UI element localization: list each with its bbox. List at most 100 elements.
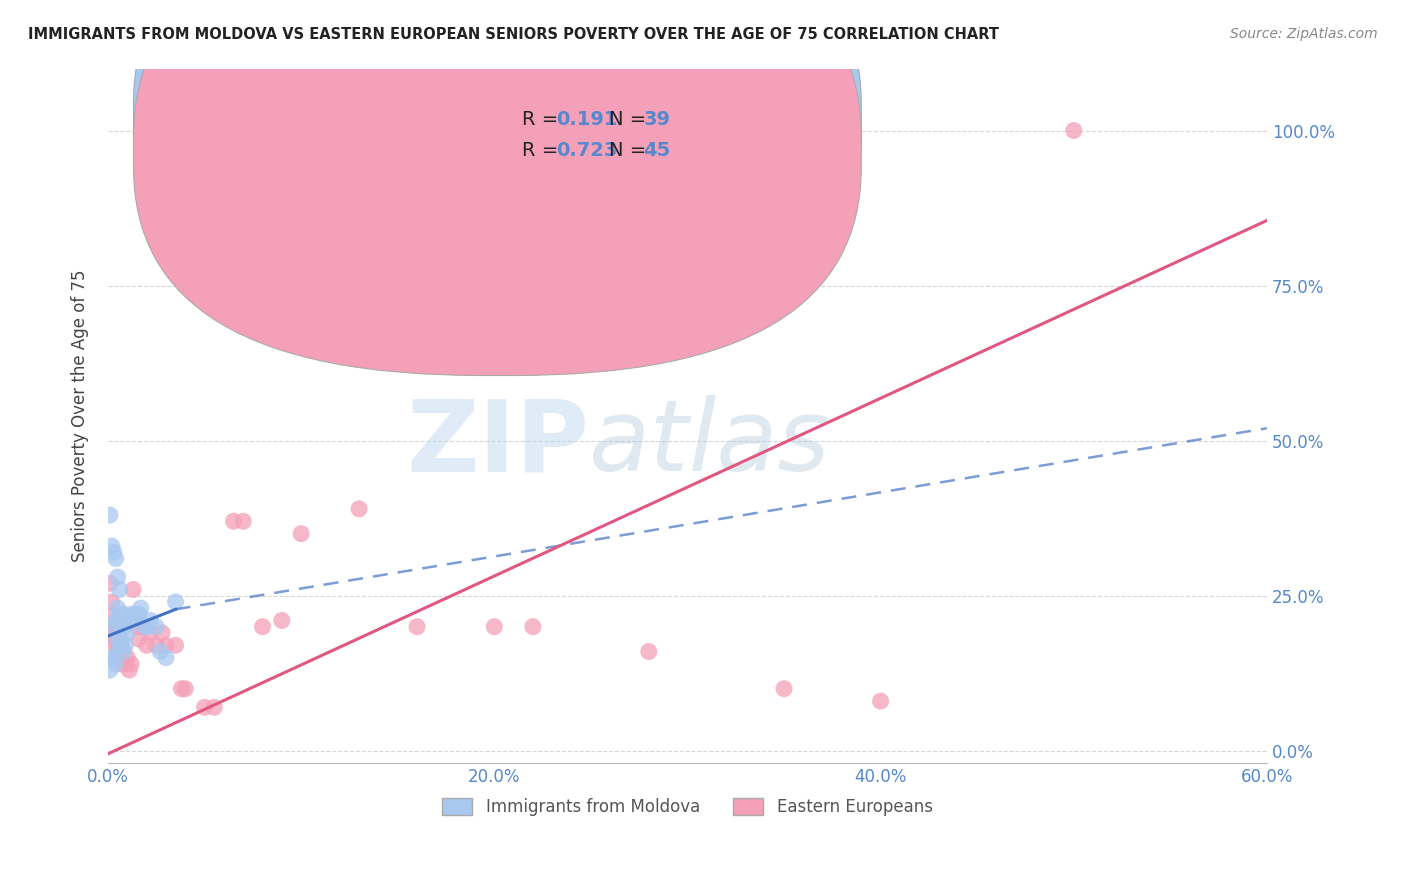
Text: R =: R =: [522, 110, 564, 128]
Point: [347, 501, 370, 516]
Point: [117, 626, 139, 640]
Point: [869, 694, 891, 708]
Point: [125, 607, 148, 622]
Point: [522, 620, 544, 634]
Point: [118, 663, 141, 677]
Point: [107, 644, 129, 658]
Point: [108, 638, 131, 652]
Text: R =: R =: [522, 141, 564, 160]
Text: atlas: atlas: [589, 395, 831, 492]
Point: [101, 595, 124, 609]
Point: [117, 614, 139, 628]
FancyBboxPatch shape: [134, 0, 862, 376]
Point: [104, 638, 127, 652]
Point: [101, 626, 124, 640]
Point: [110, 632, 132, 646]
Point: [145, 620, 167, 634]
Point: [290, 526, 312, 541]
Point: [155, 638, 177, 652]
Point: [110, 607, 132, 622]
Point: [112, 607, 135, 622]
Point: [155, 650, 177, 665]
Point: [108, 632, 131, 646]
Point: [112, 644, 135, 658]
FancyBboxPatch shape: [134, 0, 862, 343]
Point: [103, 632, 125, 646]
Text: 39: 39: [644, 110, 671, 128]
Point: [120, 657, 142, 671]
Point: [120, 607, 142, 622]
Point: [110, 657, 132, 671]
Y-axis label: Seniors Poverty Over the Age of 75: Seniors Poverty Over the Age of 75: [72, 269, 89, 562]
Text: 0.723: 0.723: [557, 141, 617, 160]
Point: [101, 539, 124, 553]
Point: [193, 700, 215, 714]
Point: [149, 644, 172, 658]
Point: [406, 620, 429, 634]
Bar: [471, 82, 807, 169]
Point: [484, 620, 506, 634]
Point: [139, 626, 162, 640]
Text: Source: ZipAtlas.com: Source: ZipAtlas.com: [1230, 27, 1378, 41]
Point: [98, 508, 121, 522]
Point: [104, 551, 127, 566]
Point: [108, 650, 131, 665]
Text: N =: N =: [609, 110, 652, 128]
Point: [135, 638, 157, 652]
Point: [110, 638, 132, 652]
Point: [114, 614, 136, 628]
Point: [104, 657, 127, 671]
Point: [165, 595, 187, 609]
Point: [139, 614, 162, 628]
Point: [1063, 123, 1085, 137]
Point: [124, 607, 146, 622]
Point: [128, 607, 150, 622]
Point: [252, 620, 274, 634]
Point: [145, 638, 167, 652]
Point: [98, 663, 121, 677]
Point: [118, 614, 141, 628]
Point: [174, 681, 197, 696]
Point: [101, 650, 124, 665]
Point: [122, 614, 145, 628]
Text: 0.191: 0.191: [557, 110, 619, 128]
Point: [637, 644, 659, 658]
Text: IMMIGRANTS FROM MOLDOVA VS EASTERN EUROPEAN SENIORS POVERTY OVER THE AGE OF 75 C: IMMIGRANTS FROM MOLDOVA VS EASTERN EUROP…: [28, 27, 1000, 42]
Text: ZIP: ZIP: [406, 395, 589, 492]
Point: [232, 514, 254, 528]
Point: [98, 576, 121, 591]
Point: [112, 644, 135, 658]
Point: [135, 620, 157, 634]
Point: [270, 614, 292, 628]
Point: [107, 570, 129, 584]
Point: [129, 601, 152, 615]
Point: [104, 614, 127, 628]
Point: [117, 650, 139, 665]
Point: [202, 700, 225, 714]
Point: [103, 620, 125, 634]
Point: [107, 632, 129, 646]
Point: [150, 626, 173, 640]
Point: [107, 626, 129, 640]
Point: [103, 607, 125, 622]
Point: [222, 514, 245, 528]
Point: [170, 681, 193, 696]
Point: [103, 650, 125, 665]
Point: [165, 638, 187, 652]
Point: [125, 620, 148, 634]
Point: [108, 582, 131, 597]
Text: N =: N =: [609, 141, 652, 160]
Point: [134, 620, 156, 634]
Point: [114, 638, 136, 652]
Point: [108, 607, 131, 622]
Legend: Immigrants from Moldova, Eastern Europeans: Immigrants from Moldova, Eastern Europea…: [434, 789, 941, 824]
Point: [114, 657, 136, 671]
Point: [107, 601, 129, 615]
Text: 45: 45: [644, 141, 671, 160]
Point: [122, 582, 145, 597]
Point: [128, 632, 150, 646]
Point: [773, 681, 796, 696]
Point: [104, 620, 127, 634]
Point: [112, 620, 135, 634]
Point: [132, 620, 155, 634]
